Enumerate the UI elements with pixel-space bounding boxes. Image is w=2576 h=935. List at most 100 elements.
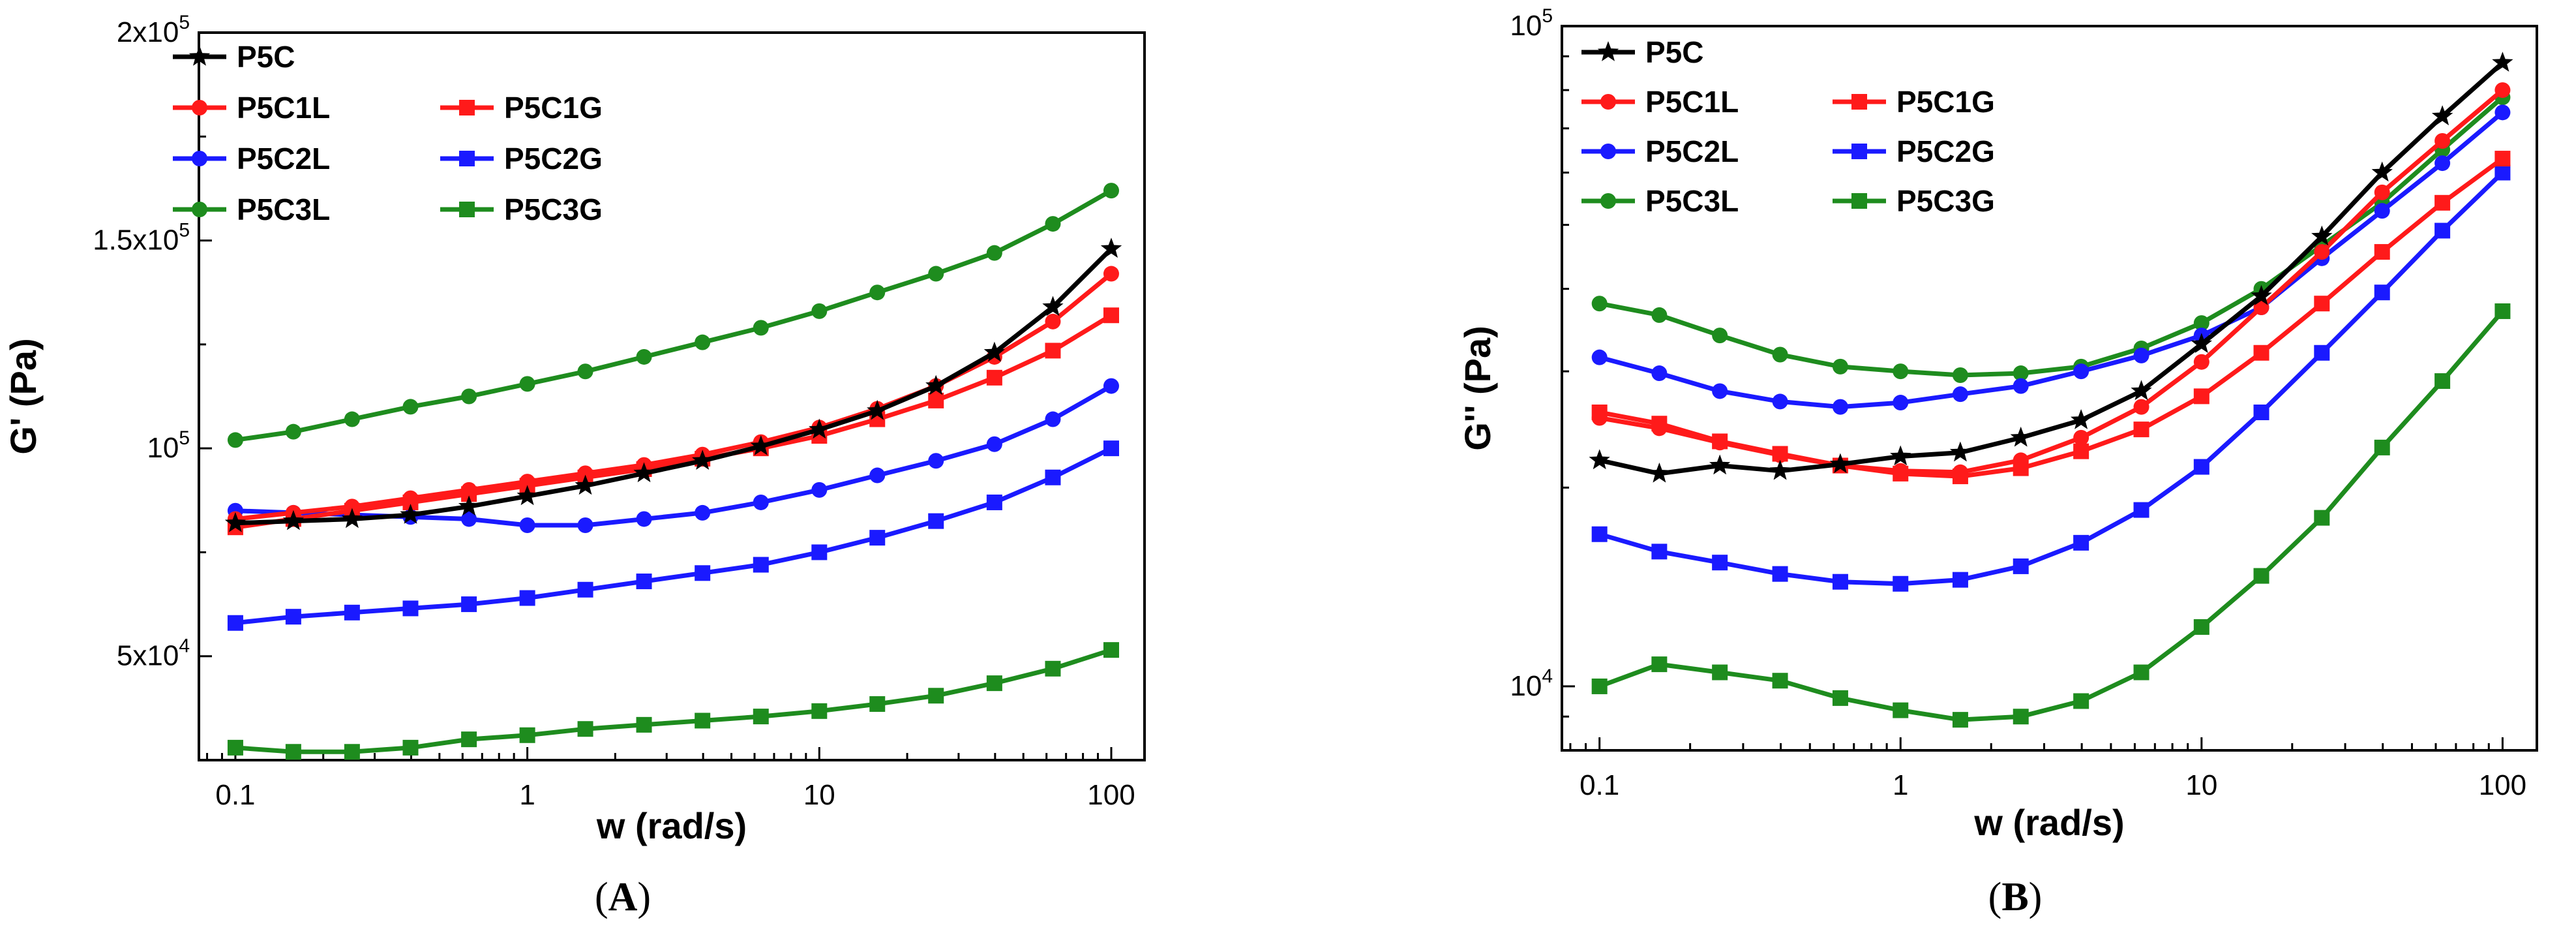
- panel-a-legend-label: P5C1G: [504, 91, 603, 125]
- panel-b-data-point-p5c1l: [2133, 399, 2149, 415]
- panel-a-data-point-p5c3g: [636, 716, 652, 733]
- panel-b-data-point-p5c: [2431, 105, 2453, 126]
- panel-a-data-point-p5c1l: [461, 482, 477, 498]
- panel-b-x-axis-title: w (rad/s): [1973, 802, 2124, 843]
- panel-b-data-point-p5c3l: [2013, 365, 2029, 382]
- panel-a-chart: 0.1 1 10 100 5x104 105 1.5x105 2x105 w (rad/s) G'…: [3, 12, 1146, 919]
- panel-b-data-point-p5c1l: [2494, 82, 2511, 99]
- panel-b-series-line-p5c2l: [1598, 110, 2504, 410]
- panel-a-data-point-p5c2l: [577, 517, 593, 534]
- panel-b-data-point-p5c: [2191, 333, 2212, 353]
- panel-b-data-point-p5c2l: [2434, 155, 2451, 172]
- panel-a-x-axis-title: w (rad/s): [596, 805, 747, 846]
- panel-a-data-point-p5c2g: [1103, 440, 1119, 457]
- panel-b-panel-label: (B): [1988, 875, 2043, 919]
- panel-b-data-point-p5c2l: [1651, 365, 1668, 382]
- panel-a-legend-label: P5C2G: [504, 142, 603, 176]
- panel-b-legend-marker-p5c2l: [1600, 144, 1616, 159]
- panel-b-data-point-p5c1g: [2253, 345, 2269, 361]
- panel-a-y-tick-label: 2x105: [117, 12, 190, 48]
- panel-b-y-axis-title: G'' (Pa): [1457, 326, 1498, 451]
- panel-a-data-point-p5c: [983, 341, 1005, 362]
- panel-a-panel-label: (A): [595, 875, 651, 919]
- panel-b-data-point-p5c2g: [2013, 558, 2029, 574]
- panel-b-data-point-p5c2l: [1772, 393, 1788, 410]
- panel-b-chart: 0.1 1 10 100 104 105 w (rad/s) G'' (Pa) P5C P5C1L…: [1457, 5, 2538, 919]
- panel-b-plot-frame: [1561, 25, 2538, 752]
- panel-a-data-point-p5c3l: [986, 245, 1002, 261]
- panel-a-data-point-p5c2g: [344, 604, 360, 621]
- panel-b-legend-label: P5C2L: [1645, 134, 1739, 168]
- panel-b-data-point-p5c1l: [1591, 410, 1608, 426]
- panel-a-legend-marker-p5c3l: [192, 202, 207, 217]
- panel-a-legend-marker-p5c2g: [459, 151, 475, 166]
- panel-a-data-point-p5c2g: [869, 530, 886, 546]
- panel-b-data-point-p5c3g: [2434, 373, 2451, 390]
- panel-b-data-point-p5c: [2071, 409, 2092, 429]
- panel-a-series-p5c2g: [227, 440, 1119, 631]
- panel-b-data-point-p5c: [1890, 445, 1911, 466]
- panel-a-x-tick-label: 10: [803, 779, 835, 811]
- panel-a-data-point-p5c3g: [811, 703, 828, 719]
- panel-a-data-point-p5c: [867, 399, 888, 420]
- panel-b-data-point-p5c3g: [1651, 656, 1668, 673]
- panel-b-legend-marker-p5c3l: [1600, 193, 1616, 209]
- panel-b-data-point-p5c1g: [2434, 194, 2451, 211]
- panel-a-data-point-p5c2g: [227, 615, 243, 631]
- panel-b-data-point-p5c3g: [2374, 439, 2390, 455]
- panel-a-data-point-p5c2l: [461, 511, 477, 527]
- panel-b-data-point-p5c3g: [1952, 712, 1968, 728]
- panel-b-data-point-p5c: [1649, 462, 1670, 483]
- panel-a-data-point-p5c3g: [461, 731, 477, 748]
- panel-b-data-point-p5c3g: [1712, 664, 1728, 681]
- panel-a-data-point-p5c1l: [402, 490, 419, 506]
- panel-b-data-point-p5c2g: [2193, 459, 2209, 475]
- panel-a-legend-label: P5C: [237, 40, 295, 74]
- panel-b-data-point-p5c: [2371, 161, 2393, 182]
- panel-a-data-point-p5c2g: [285, 609, 301, 625]
- panel-b-data-point-p5c: [2131, 380, 2152, 401]
- panel-a-data-point-p5c3l: [402, 399, 419, 415]
- panel-a-legend-label: P5C2L: [237, 142, 330, 176]
- panel-b-data-point-p5c3l: [2193, 315, 2209, 331]
- panel-a-legend-marker-p5c2l: [192, 151, 207, 166]
- panel-a-y-tick-label: 105: [147, 427, 190, 464]
- panel-a-data-point-p5c2l: [695, 504, 711, 521]
- panel-a-data-point-p5c: [633, 462, 655, 483]
- panel-a-data-point-p5c1g: [1103, 307, 1119, 324]
- panel-b-x-tick-label: 100: [2479, 769, 2526, 801]
- panel-b-data-point-p5c2l: [1952, 386, 1968, 403]
- panel-b-legend: P5C P5C1L P5C2L P5C3L P5C1G P5C2G P5C3G: [1581, 35, 1995, 218]
- panel-a-x-tick-label: 1: [519, 779, 535, 811]
- panel-a-plot-frame: [198, 31, 1146, 761]
- panel-a-series-p5c3g: [227, 642, 1119, 760]
- panel-a-series-line-p5c3l: [235, 189, 1113, 442]
- panel-b-data-point-p5c1l: [1651, 420, 1668, 437]
- panel-a-data-point-p5c3g: [285, 744, 301, 760]
- panel-b-data-point-p5c3g: [2073, 693, 2089, 709]
- panel-b-data-point-p5c1l: [2434, 133, 2451, 149]
- panel-a-data-point-p5c1g: [1045, 343, 1061, 359]
- panel-a-data-point-p5c3l: [753, 320, 769, 336]
- panel-b-data-point-p5c1g: [2193, 388, 2209, 405]
- panel-a-data-point-p5c2l: [869, 467, 886, 483]
- panel-a-data-point-p5c3g: [577, 721, 593, 737]
- panel-a-data-point-p5c2g: [928, 513, 944, 529]
- panel-a-series-p5c: [224, 238, 1122, 532]
- panel-b-data-point-p5c2l: [2494, 104, 2511, 121]
- panel-a-data-point-p5c1l: [344, 498, 360, 515]
- panel-b-series-line-p5c: [1598, 61, 2504, 476]
- panel-b-data-point-p5c: [1769, 459, 1791, 480]
- panel-b-data-point-p5c2g: [1651, 544, 1668, 560]
- panel-b-legend-marker-p5c: [1597, 41, 1619, 61]
- panel-b-data-point-p5c3l: [1952, 367, 1968, 384]
- panel-b-x-tick-label: 1: [1893, 769, 1908, 801]
- panel-a-data-point-p5c2g: [1045, 469, 1061, 485]
- panel-b-data-point-p5c3g: [2314, 510, 2330, 526]
- panel-a-data-point-p5c3l: [344, 411, 360, 427]
- panel-b-data-point-p5c2g: [1712, 555, 1728, 571]
- panel-a-series-p5c3l: [227, 183, 1119, 448]
- panel-b-data-point-p5c3g: [1832, 690, 1848, 706]
- panel-b-data-point-p5c2g: [1591, 526, 1608, 542]
- panel-a-data-point-p5c2g: [636, 574, 652, 590]
